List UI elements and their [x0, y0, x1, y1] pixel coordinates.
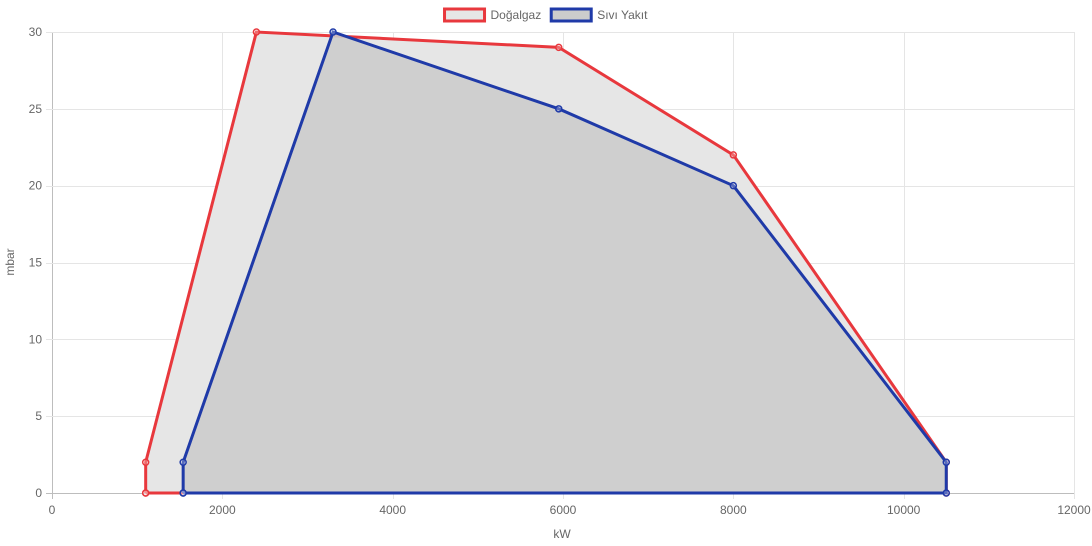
- x-tick-label: 4000: [379, 503, 406, 517]
- series-2: [179, 28, 950, 497]
- data-point[interactable]: [554, 43, 563, 52]
- x-tick-label: 0: [49, 503, 56, 517]
- x-tick-label: 10000: [887, 503, 921, 517]
- data-point[interactable]: [942, 489, 950, 497]
- y-tick-label: 30: [29, 25, 43, 39]
- legend-label: Sıvı Yakıt: [597, 8, 648, 22]
- data-point[interactable]: [554, 105, 563, 113]
- y-tick-label: 5: [35, 409, 42, 423]
- series-layer: [141, 28, 950, 497]
- data-point[interactable]: [329, 28, 337, 36]
- y-tick-label: 15: [29, 256, 43, 270]
- legend-item-1[interactable]: Doğalgaz: [443, 7, 542, 23]
- legend[interactable]: Doğalgaz Sıvı Yakıt: [443, 7, 649, 23]
- x-axis-title: kW: [553, 527, 571, 541]
- series-line: [181, 30, 948, 495]
- y-tick-label: 0: [35, 486, 42, 500]
- y-tick-label: 10: [29, 332, 43, 346]
- data-point[interactable]: [942, 458, 950, 467]
- axis-layer: 0 2000 4000 6000 8000 10000 12000 0 5 10 15 20 25 30: [29, 25, 1091, 517]
- legend-swatch: [549, 7, 593, 23]
- data-point[interactable]: [141, 458, 150, 467]
- x-tick-label: 2000: [209, 503, 236, 517]
- x-tick-label: 8000: [720, 503, 747, 517]
- legend-swatch: [443, 7, 487, 23]
- legend-label: Doğalgaz: [491, 8, 542, 22]
- y-tick-label: 20: [29, 179, 43, 193]
- y-axis-title: mbar: [3, 248, 17, 275]
- data-point[interactable]: [179, 489, 187, 497]
- x-tick-label: 12000: [1057, 503, 1091, 517]
- data-point[interactable]: [729, 181, 738, 190]
- x-tick-label: 6000: [550, 503, 577, 517]
- series-area: [183, 32, 947, 493]
- legend-item-2[interactable]: Sıvı Yakıt: [549, 7, 648, 23]
- data-point[interactable]: [252, 28, 261, 36]
- data-point[interactable]: [141, 489, 150, 497]
- y-tick-label: 25: [29, 102, 43, 116]
- data-point[interactable]: [729, 151, 738, 159]
- data-point[interactable]: [179, 458, 187, 467]
